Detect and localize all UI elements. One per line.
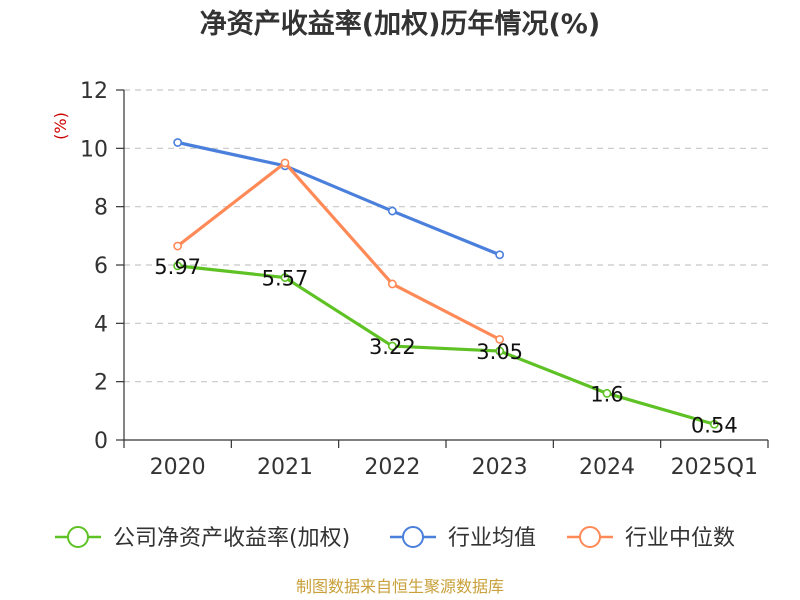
chart-title: 净资产收益率(加权)历年情况(%) bbox=[200, 8, 600, 40]
legend-item[interactable]: 行业中位数 bbox=[567, 526, 735, 551]
data-point bbox=[495, 334, 505, 344]
y-tick-label: 12 bbox=[80, 79, 108, 104]
series-line bbox=[176, 264, 716, 426]
x-tick-label: 2024 bbox=[579, 455, 635, 480]
y-tick-label: 2 bbox=[94, 371, 108, 396]
axes: 0 2 4 6 8 10 12 2020 2021 2022 2023 2024 2025Q1 bbox=[80, 79, 769, 480]
legend-item[interactable]: 行业均值 bbox=[390, 526, 536, 551]
data-point bbox=[495, 346, 505, 356]
x-tick-label: 2020 bbox=[150, 455, 206, 480]
data-point bbox=[280, 273, 290, 282]
data-label: 3.22 bbox=[369, 335, 416, 359]
source-note: 制图数据来自恒生聚源数据库 bbox=[296, 577, 504, 596]
x-tick-label: 2023 bbox=[472, 455, 528, 480]
legend-label: 行业中位数 bbox=[625, 526, 735, 551]
series-line bbox=[176, 161, 502, 341]
x-tick-label: 2021 bbox=[257, 455, 313, 480]
data-point bbox=[602, 388, 612, 398]
legend-label: 行业均值 bbox=[448, 526, 536, 551]
legend-swatch-marker bbox=[579, 526, 601, 548]
data-point bbox=[387, 206, 397, 216]
x-tick-label: 2022 bbox=[364, 455, 420, 480]
legend-swatch-marker bbox=[67, 526, 89, 548]
series-layer bbox=[173, 138, 719, 429]
y-axis-label: (%) bbox=[51, 112, 70, 140]
data-label: 0.54 bbox=[691, 413, 738, 437]
data-point bbox=[387, 341, 397, 351]
data-point bbox=[173, 241, 183, 251]
legend-item[interactable]: 公司净资产收益率(加权) bbox=[55, 526, 350, 551]
y-tick-label: 10 bbox=[80, 137, 108, 162]
data-point bbox=[495, 250, 505, 260]
data-point bbox=[173, 261, 183, 271]
legend-label: 公司净资产收益率(加权) bbox=[113, 526, 350, 551]
series-line bbox=[176, 140, 502, 257]
data-point bbox=[709, 419, 719, 429]
data-point bbox=[280, 158, 290, 168]
y-tick-label: 6 bbox=[94, 254, 108, 279]
x-tick-label: 2025Q1 bbox=[671, 455, 758, 480]
data-labels: 5.97 5.57 3.22 3.05 1.6 0.54 bbox=[154, 255, 737, 437]
legend-swatch-marker bbox=[402, 526, 424, 548]
data-label: 1.6 bbox=[590, 382, 623, 406]
y-tick-label: 0 bbox=[94, 429, 108, 454]
legend[interactable]: 公司净资产收益率(加权) 行业均值 行业中位数 bbox=[55, 526, 735, 551]
data-label: 3.05 bbox=[476, 340, 523, 364]
data-label: 5.97 bbox=[154, 255, 201, 279]
y-tick-label: 4 bbox=[94, 312, 108, 337]
y-tick-label: 8 bbox=[94, 196, 108, 221]
grid-lines bbox=[124, 89, 768, 383]
data-label: 5.57 bbox=[262, 267, 309, 291]
data-point bbox=[387, 279, 397, 289]
data-point bbox=[173, 138, 183, 147]
